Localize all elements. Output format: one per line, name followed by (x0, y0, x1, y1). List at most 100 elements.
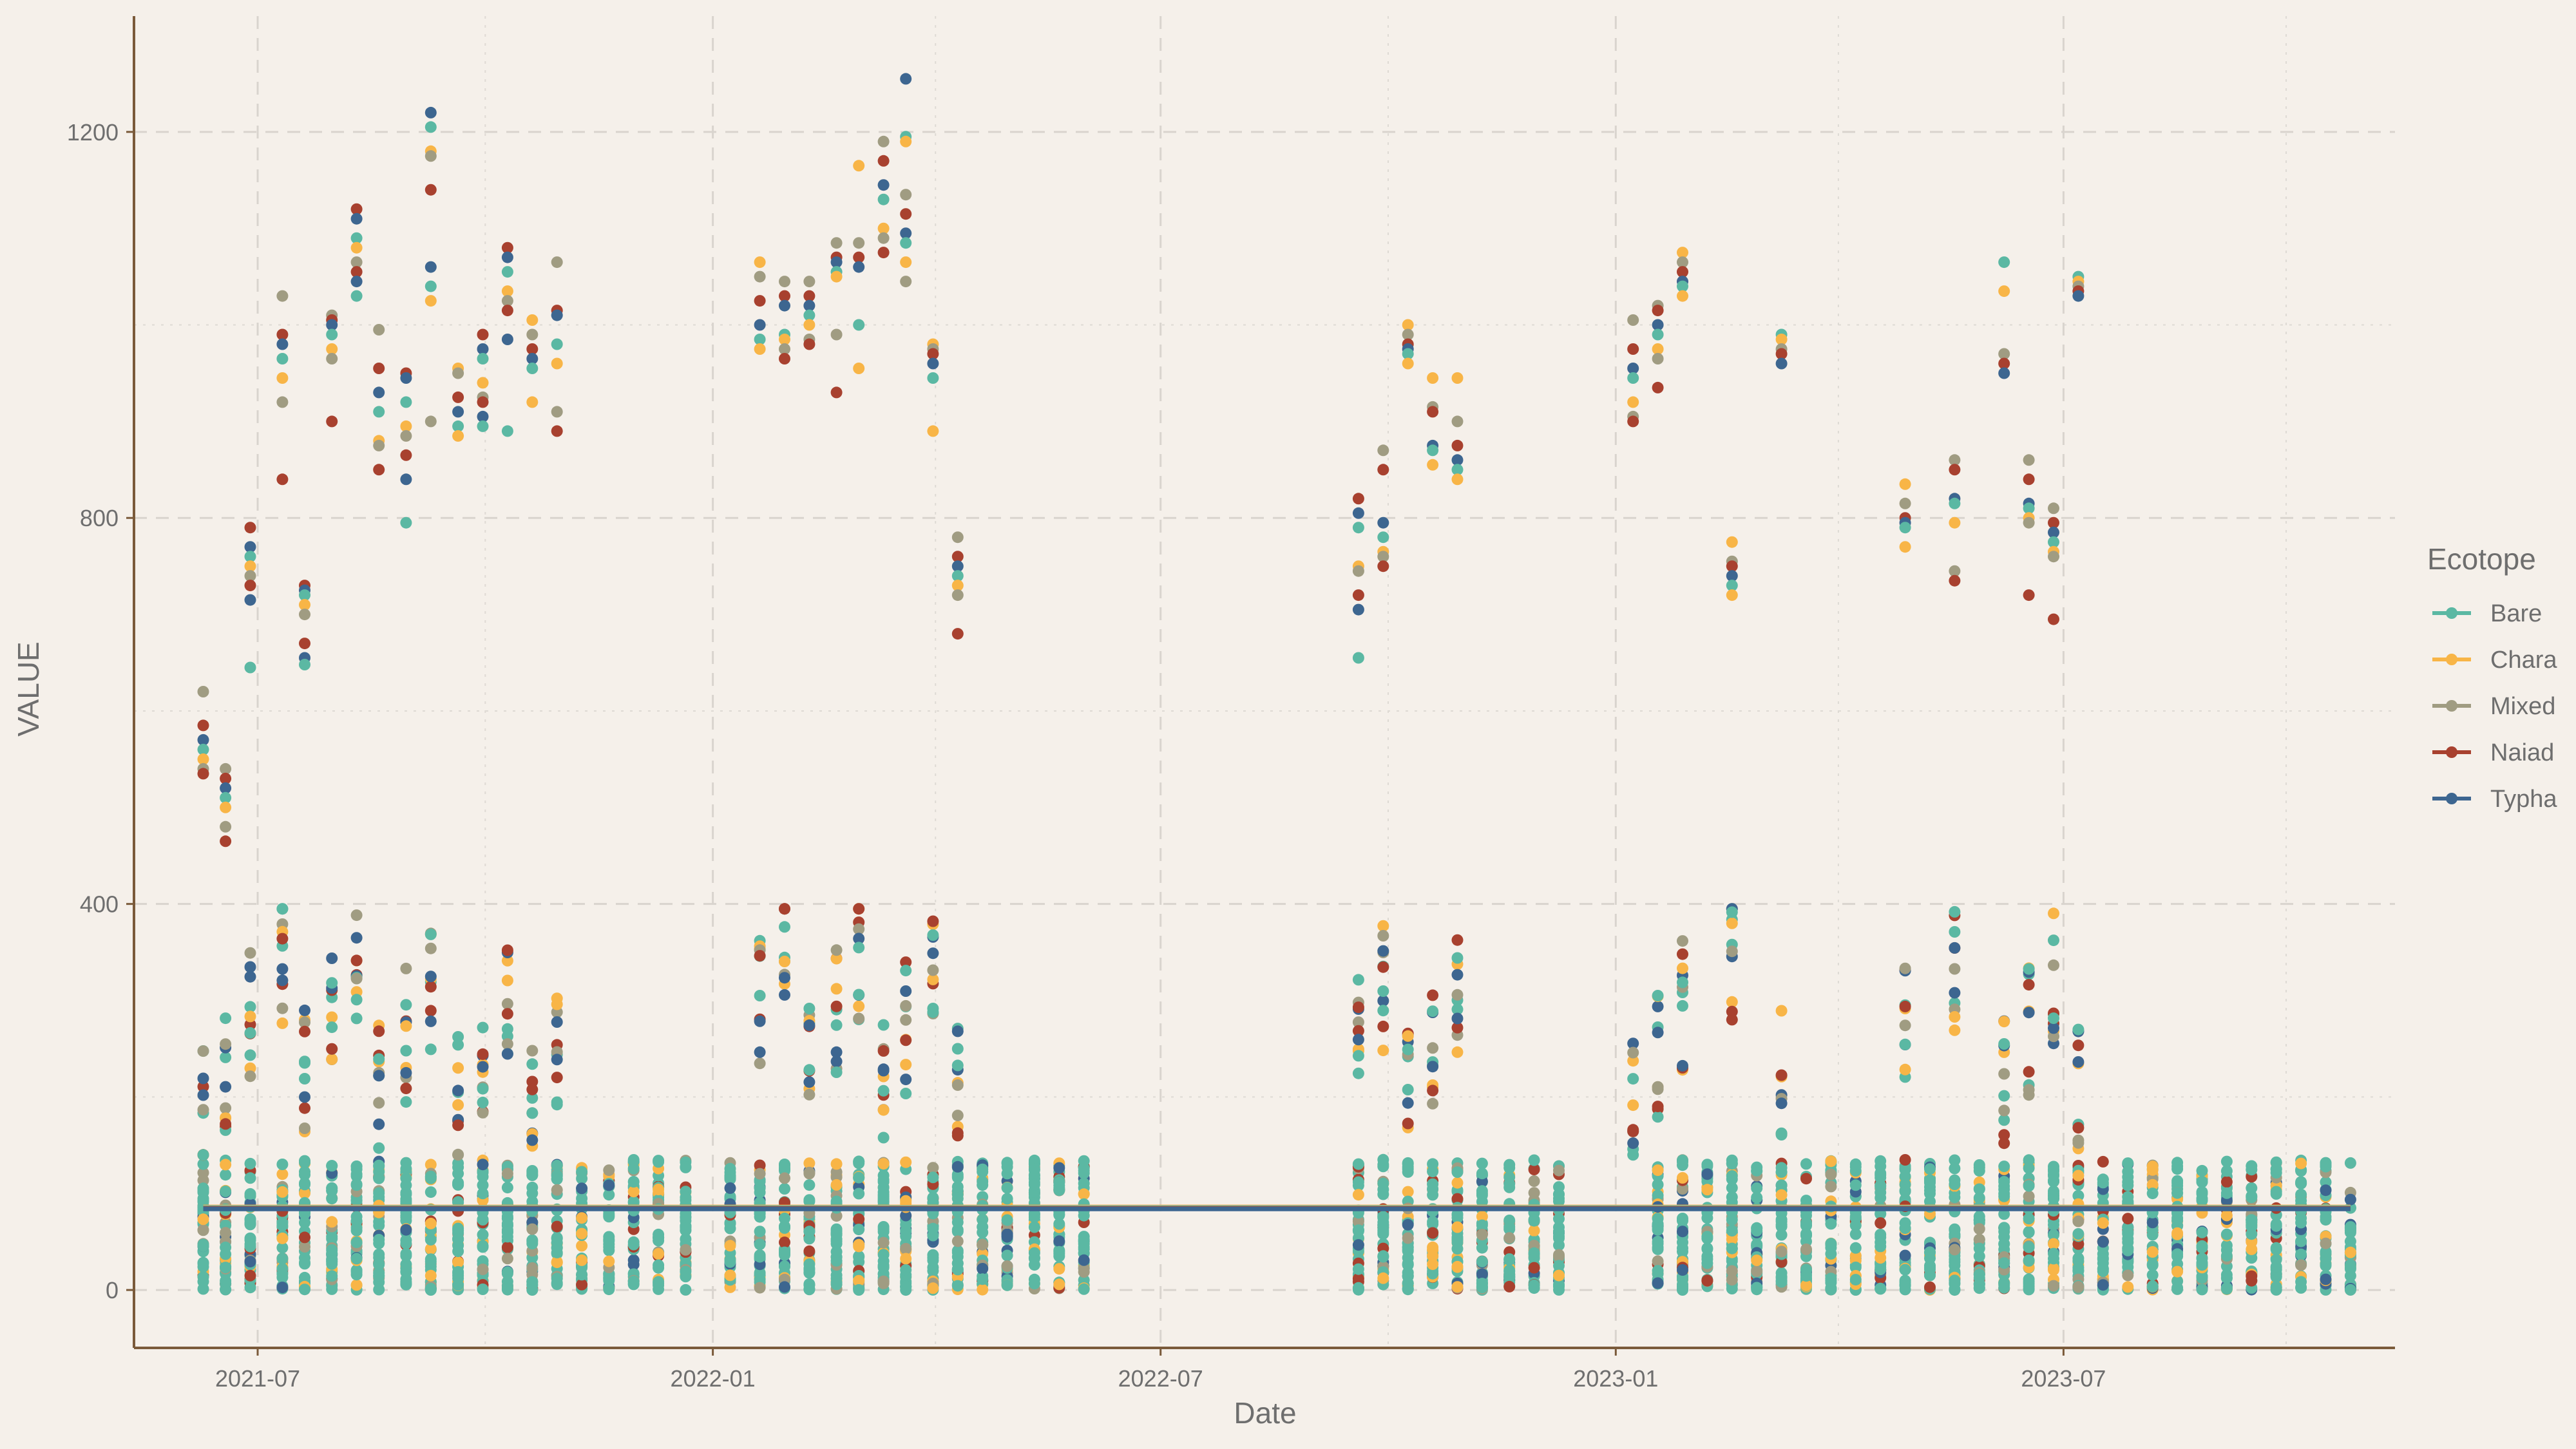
data-point (2048, 1280, 2059, 1292)
data-point (830, 1245, 843, 1258)
data-point (2220, 1228, 2233, 1240)
data-point (1800, 1217, 1812, 1229)
data-point (1377, 531, 1389, 544)
data-point (477, 1171, 489, 1183)
data-point (244, 1240, 256, 1253)
x-tick-label: 2021-07 (215, 1365, 300, 1392)
data-point (2146, 1188, 2159, 1200)
data-point (1726, 1014, 1738, 1026)
data-point (927, 1162, 939, 1174)
data-point (373, 1248, 385, 1260)
data-point (803, 1064, 816, 1076)
data-point (1053, 1176, 1065, 1188)
y-tick-label: 1200 (67, 119, 119, 146)
data-point (1726, 1170, 1738, 1182)
data-point (197, 1256, 209, 1269)
data-point (779, 1247, 790, 1260)
data-point (373, 1283, 385, 1296)
data-point (1377, 1211, 1389, 1223)
data-point (1998, 1129, 2010, 1141)
data-point (326, 353, 338, 365)
data-point (373, 1142, 385, 1154)
data-point (1451, 464, 1464, 476)
data-point (1775, 1069, 1788, 1081)
data-point (877, 1158, 890, 1170)
data-point (477, 328, 489, 341)
data-point (373, 1053, 385, 1065)
data-point (220, 1081, 232, 1093)
data-point (501, 266, 513, 278)
data-point (276, 1168, 289, 1180)
data-point (603, 1164, 615, 1177)
data-point (779, 989, 790, 1001)
data-point (1078, 1164, 1090, 1177)
data-point (2072, 1189, 2085, 1202)
data-point (350, 1279, 363, 1291)
data-point (400, 999, 412, 1011)
data-point (276, 1232, 289, 1244)
data-point (877, 222, 890, 234)
data-point (400, 420, 412, 432)
data-point (1402, 1232, 1414, 1244)
data-point (900, 135, 912, 147)
data-point (2246, 1182, 2258, 1194)
data-point (1849, 1228, 1862, 1240)
data-point (900, 999, 912, 1012)
data-point (1001, 1193, 1013, 1205)
data-point (1899, 1000, 1911, 1012)
data-point (551, 357, 563, 370)
data-point (1677, 1264, 1688, 1276)
data-point (197, 1240, 209, 1253)
data-point (1451, 934, 1464, 946)
data-point (425, 1015, 437, 1027)
data-point (1973, 1223, 1985, 1235)
data-point (2344, 1259, 2356, 1271)
data-point (1352, 1025, 1364, 1037)
data-point (830, 1046, 843, 1058)
data-point (326, 1193, 338, 1205)
data-point (1528, 1225, 1540, 1236)
data-point (900, 1074, 912, 1086)
data-point (477, 1214, 489, 1226)
data-point (1726, 1182, 1738, 1194)
data-point (425, 1217, 437, 1229)
data-point (1875, 1155, 1887, 1167)
data-point (754, 1015, 766, 1027)
data-point (1377, 1250, 1389, 1262)
data-point (501, 1283, 513, 1296)
data-point (1998, 285, 2010, 298)
data-point (754, 1057, 766, 1070)
data-point (1949, 1011, 1961, 1023)
data-point (627, 1238, 640, 1251)
data-point (1627, 314, 1639, 326)
data-point (1451, 1281, 1464, 1293)
data-point (951, 580, 964, 592)
data-point (1503, 1254, 1516, 1266)
legend: Ecotope Bare Chara Mixed Naiad Typha (2427, 542, 2557, 813)
data-point (2320, 1160, 2332, 1173)
data-point (526, 1238, 539, 1250)
data-point (1998, 367, 2010, 379)
data-point (400, 1224, 412, 1236)
data-point (2196, 1240, 2208, 1252)
data-point (425, 942, 437, 954)
data-point (900, 1230, 912, 1242)
data-point (2072, 1255, 2085, 1267)
data-point (551, 406, 563, 418)
data-point (951, 1059, 964, 1072)
data-point (477, 1048, 489, 1060)
data-point (779, 290, 790, 302)
data-point (373, 1097, 385, 1109)
data-point (627, 1154, 640, 1166)
data-point (779, 299, 790, 312)
data-point (853, 251, 865, 263)
data-point (927, 973, 939, 985)
data-point (779, 276, 790, 288)
data-point (1726, 580, 1738, 592)
data-point (1553, 1232, 1565, 1244)
data-point (2048, 516, 2059, 529)
data-point (1028, 1163, 1040, 1175)
data-point (2270, 1163, 2282, 1175)
data-point (1751, 1282, 1763, 1294)
data-point (2344, 1221, 2356, 1233)
